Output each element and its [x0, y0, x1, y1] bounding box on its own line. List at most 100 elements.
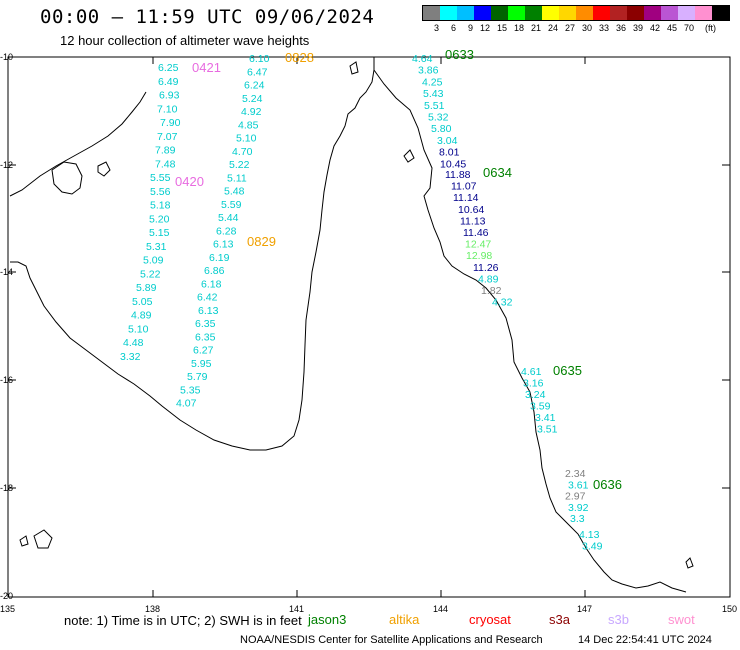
wave-height-value: 11.07 — [451, 181, 477, 193]
wave-height-value: 2.97 — [565, 491, 586, 503]
wave-height-value: 5.24 — [242, 93, 263, 105]
lon-label-150: 150 — [722, 604, 737, 614]
wave-height-value: 5.05 — [132, 296, 153, 308]
legend-swatch — [678, 6, 695, 20]
wave-height-value: 1.82 — [481, 285, 502, 297]
wave-height-value: 5.80 — [431, 123, 452, 135]
wave-height-value: 6.47 — [247, 66, 268, 78]
legend-swatch — [610, 6, 627, 20]
pass-time-label: 0633 — [445, 47, 474, 62]
wave-height-value: 3.59 — [530, 401, 551, 413]
wave-height-value: 7.89 — [155, 145, 176, 157]
lat-label-20: -20 — [0, 591, 13, 601]
wave-height-value: 3.16 — [523, 378, 544, 390]
legend-swatch — [593, 6, 610, 20]
wave-height-value: 11.88 — [445, 169, 471, 181]
pass-time-label: 0421 — [192, 60, 221, 75]
wave-height-value: 12.98 — [466, 250, 492, 262]
legend-label: 39 — [632, 23, 643, 33]
legend-swatch — [695, 6, 712, 20]
wave-height-value: 5.95 — [191, 358, 212, 370]
coastline-cape-york-east — [10, 57, 375, 451]
wave-height-value: 5.56 — [150, 186, 171, 198]
wave-height-value: 4.07 — [176, 398, 197, 410]
wave-height-value: 5.48 — [224, 186, 245, 198]
lat-label-12: -12 — [0, 160, 13, 170]
grid-ticks — [8, 57, 730, 597]
wave-height-value: 3.32 — [120, 351, 141, 363]
wave-height-value: 5.20 — [149, 213, 170, 225]
wave-height-value: 6.10 — [249, 53, 270, 65]
wave-height-value: 4.92 — [241, 106, 262, 118]
legend-swatch — [525, 6, 542, 20]
island-southwest-small — [19, 535, 29, 547]
lon-label-147: 147 — [577, 604, 592, 614]
legend-label: (ft) — [705, 23, 716, 33]
wave-height-value: 5.32 — [428, 112, 449, 124]
legend-swatch — [457, 6, 474, 20]
wave-height-value: 6.19 — [209, 252, 230, 264]
wave-height-value: 3.3 — [570, 513, 585, 525]
wave-height-value: 6.49 — [158, 76, 179, 88]
wave-height-value: 8.01 — [439, 147, 460, 159]
legend-labels: 3 6 9 12 15 18 21 24 27 30 33 36 39 42 45 70 (ft) — [422, 23, 730, 33]
legend-swatch — [423, 6, 440, 20]
wave-height-value: 4.70 — [232, 146, 253, 158]
legend-label: 9 — [467, 23, 473, 33]
wave-height-value: 5.31 — [146, 241, 167, 253]
wave-height-value: 5.22 — [140, 268, 161, 280]
legend-swatch — [712, 6, 729, 20]
legend-label: 27 — [564, 23, 575, 33]
wave-height-value: 6.25 — [158, 62, 179, 74]
island-small-north — [97, 161, 111, 177]
wave-height-value: 5.10 — [236, 133, 257, 145]
page-subtitle: 12 hour collection of altimeter wave hei… — [60, 33, 310, 48]
wave-height-value: 5.35 — [180, 384, 201, 396]
wave-height-value: 6.13 — [198, 305, 219, 317]
wave-height-value: 3.51 — [537, 424, 558, 436]
satellite-cryosat: cryosat — [469, 612, 511, 627]
footer-timestamp: 14 Dec 22:54:41 UTC 2024 — [578, 634, 712, 646]
reef-island-east — [403, 149, 415, 163]
lon-label-138: 138 — [145, 604, 160, 614]
legend-swatch — [661, 6, 678, 20]
wave-height-value: 4.32 — [492, 297, 513, 309]
wave-height-value: 7.10 — [157, 103, 178, 115]
wave-height-value: 3.61 — [568, 479, 589, 491]
reef-island-east-2 — [685, 557, 694, 569]
pass-time-label: 0829 — [247, 234, 276, 249]
wave-height-value: 7.90 — [160, 117, 181, 129]
legend-label: 6 — [450, 23, 456, 33]
lat-label-18: -18 — [0, 483, 13, 493]
wave-height-value: 7.07 — [157, 131, 178, 143]
satellite-jason3: jason3 — [308, 612, 347, 627]
wave-height-value: 5.44 — [218, 212, 239, 224]
wave-height-value: 5.89 — [136, 282, 157, 294]
lon-label-144: 144 — [433, 604, 448, 614]
wave-height-value: 11.46 — [463, 227, 489, 239]
wave-height-value: 10.64 — [458, 204, 484, 216]
pass-time-label: 0420 — [175, 174, 204, 189]
pass-labels: 0421 0420 0828 0829 0633 0634 0635 0636 — [175, 47, 622, 492]
wave-height-value: 5.11 — [227, 172, 247, 184]
wave-height-value: 4.89 — [478, 273, 499, 285]
wave-height-value: 6.24 — [244, 80, 265, 92]
wave-height-value: 5.51 — [424, 100, 445, 112]
wave-height-value: 5.10 — [128, 323, 149, 335]
satellite-s3b: s3b — [608, 612, 629, 627]
legend-swatch — [542, 6, 559, 20]
satellite-altika: altika — [389, 612, 420, 627]
pass-time-label: 0634 — [483, 165, 512, 180]
legend-swatch — [508, 6, 525, 20]
legend-label: 70 — [683, 23, 694, 33]
pass-time-label: 0828 — [285, 50, 314, 65]
satellite-swot: swot — [668, 612, 695, 627]
satellite-s3a: s3a — [549, 612, 570, 627]
wave-height-value: 5.15 — [149, 227, 170, 239]
wave-height-value: 5.55 — [150, 172, 171, 184]
legend-label: 36 — [615, 23, 626, 33]
island-groote-eylandt — [51, 161, 83, 195]
legend-swatch — [474, 6, 491, 20]
legend-label: 30 — [581, 23, 592, 33]
wave-height-value: 4.89 — [131, 310, 152, 322]
